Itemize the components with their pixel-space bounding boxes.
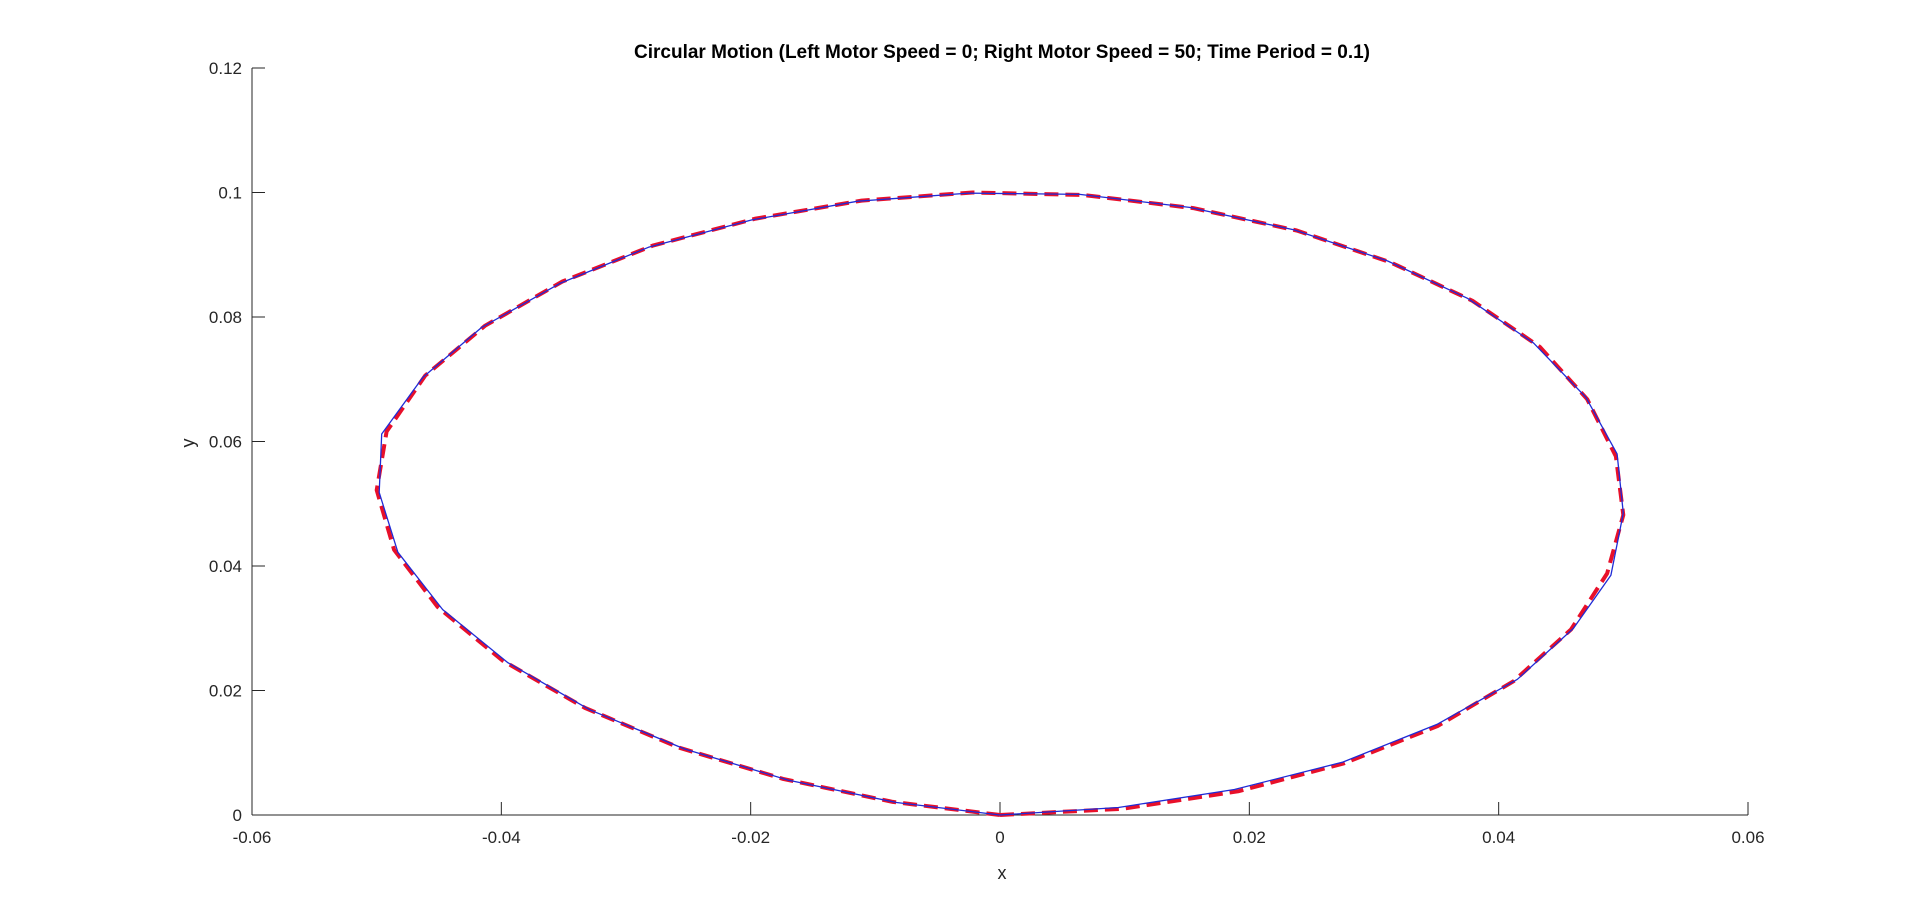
x-tick-label: 0.04: [1482, 828, 1515, 847]
y-tick-label: 0.04: [209, 557, 242, 576]
plot-area: [374, 190, 1626, 817]
x-tick-label: -0.06: [233, 828, 272, 847]
chart-title: Circular Motion (Left Motor Speed = 0; R…: [634, 42, 1370, 63]
y-tick-label: 0.08: [209, 308, 242, 327]
x-axis-label: x: [998, 863, 1007, 883]
series-line-solid: [378, 192, 1624, 816]
y-tick-label: 0: [233, 806, 242, 825]
x-tick-label: -0.04: [482, 828, 521, 847]
x-tick-label: 0.06: [1731, 828, 1764, 847]
y-tick-label: 0.02: [209, 682, 242, 701]
x-tick-label: 0.02: [1233, 828, 1266, 847]
x-tick-label: -0.02: [731, 828, 770, 847]
y-tick-label: 0.06: [209, 433, 242, 452]
x-tick-label: 0: [995, 828, 1004, 847]
axes: -0.06 -0.04 -0.02 0 0.02 0.04 0.06 0 0.02 0.04 0.0…: [209, 59, 1765, 847]
y-axis-label: y: [178, 439, 198, 448]
y-tick-label: 0.12: [209, 59, 242, 78]
y-tick-label: 0.1: [218, 184, 242, 203]
